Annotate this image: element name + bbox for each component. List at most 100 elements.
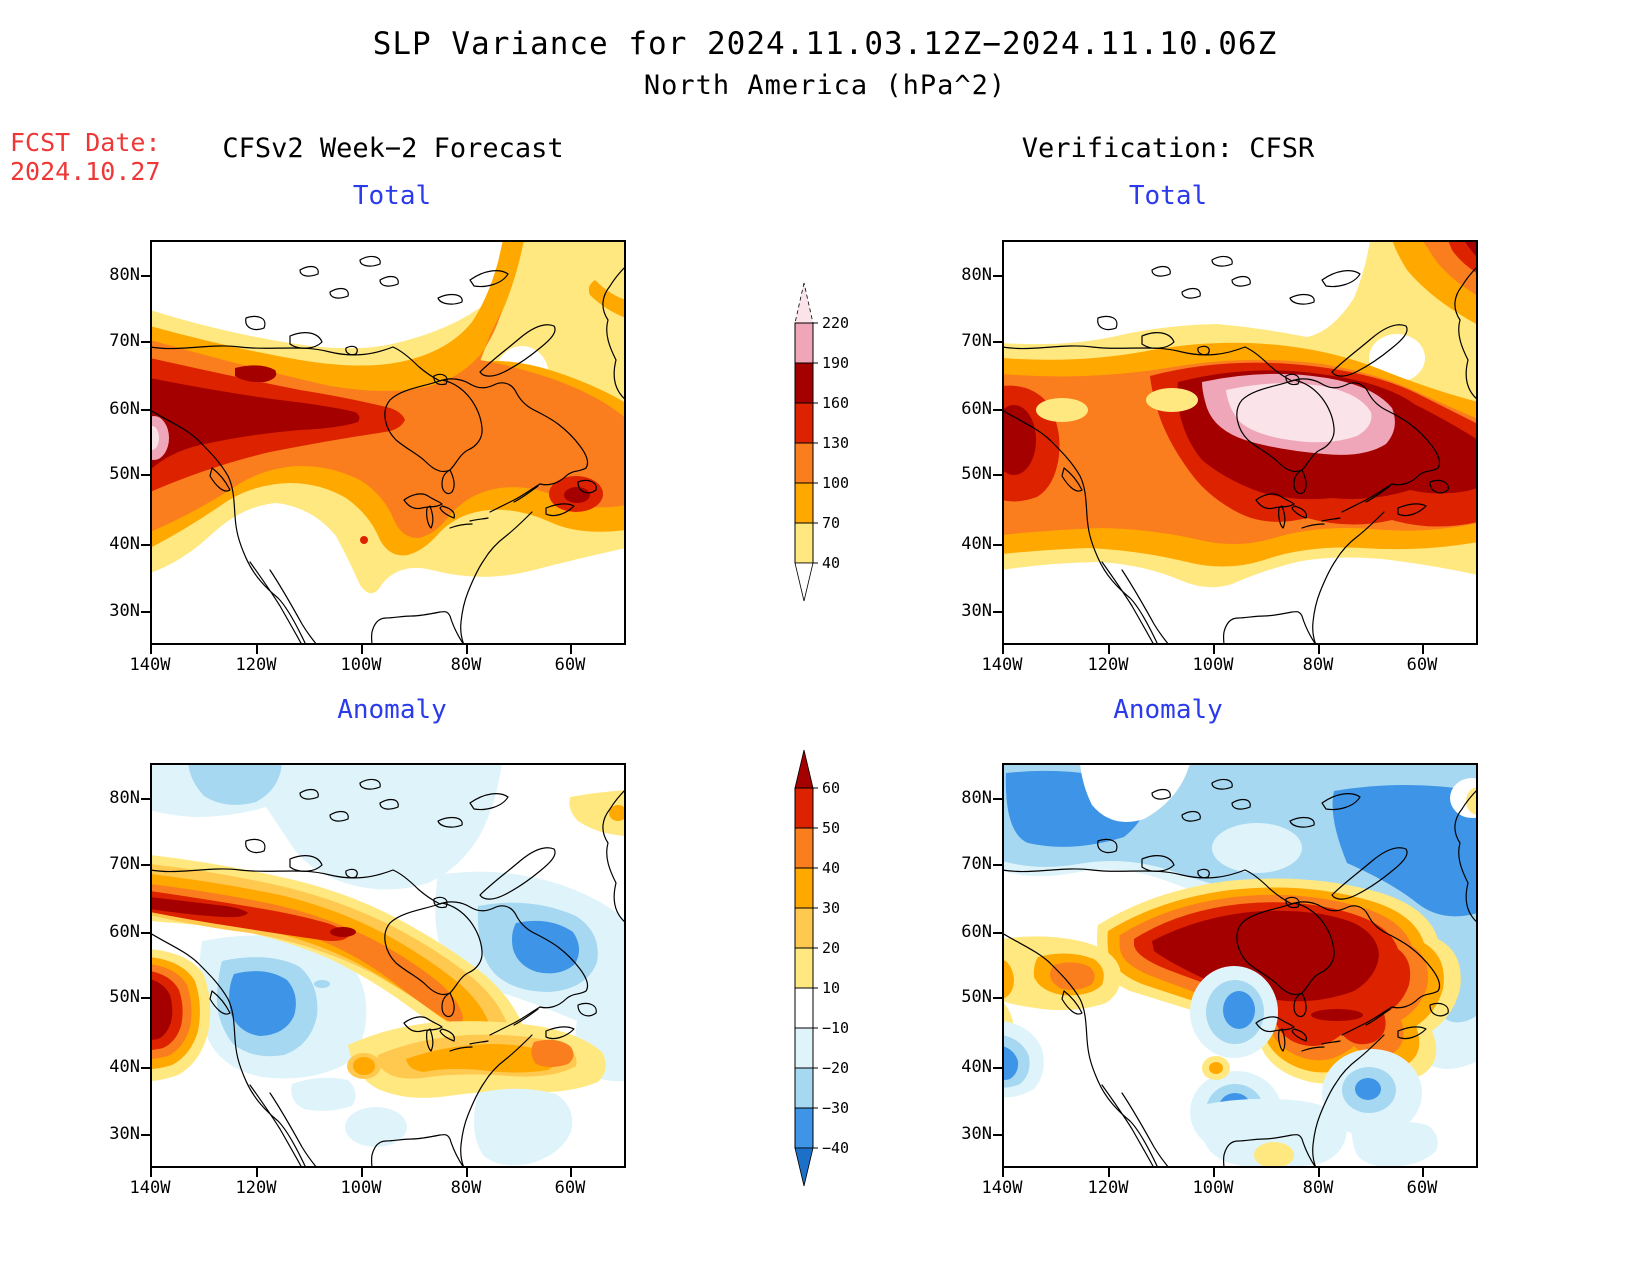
- forecast-date-value: 2024.10.27: [10, 157, 161, 186]
- lat-label: 30N: [109, 1124, 140, 1144]
- lat-tick: [141, 1067, 150, 1069]
- lon-label: 140W: [981, 655, 1023, 675]
- lon-label: 60W: [1406, 1178, 1438, 1198]
- panel-title-verification-total: Total: [1128, 181, 1208, 211]
- colorbar-label: −40: [822, 1139, 849, 1157]
- lon-tick: [466, 1168, 468, 1177]
- lat-tick: [993, 997, 1002, 999]
- panel-title-forecast-total: Total: [352, 181, 432, 211]
- map-verification-anomaly: 80N 70N 60N 50N 40N 30N 140W 120W 100W 8…: [961, 763, 1478, 1198]
- lon-label: 140W: [129, 1178, 171, 1198]
- lon-tick: [570, 1168, 572, 1177]
- contour-plot-verification-total: [1002, 240, 1478, 645]
- lon-tick: [1213, 1168, 1215, 1177]
- contour-plot-forecast-anomaly: [150, 763, 626, 1168]
- lon-label: 120W: [1087, 1178, 1129, 1198]
- colorbar-total: 220 190 160 130 100 70 40: [794, 282, 849, 602]
- lon-label: 80W: [450, 655, 482, 675]
- lat-label: 30N: [961, 601, 992, 621]
- contour-plot-forecast-total: [150, 240, 626, 645]
- lat-label: 50N: [961, 464, 992, 484]
- figure-subtitle: North America (hPa^2): [643, 70, 1007, 101]
- colorbar-anomaly: 60 50 40 30 20 10 −10 −20 −30 −40: [794, 749, 849, 1187]
- colorbar-label: 20: [822, 939, 840, 957]
- lon-tick: [1318, 1168, 1320, 1177]
- lat-label: 40N: [961, 534, 992, 554]
- lat-label: 70N: [109, 331, 140, 351]
- lon-tick: [361, 645, 363, 654]
- colorbar-label: 10: [822, 979, 840, 997]
- lat-tick: [993, 1067, 1002, 1069]
- lon-tick: [466, 645, 468, 654]
- lat-tick: [141, 341, 150, 343]
- colorbar-segment: [795, 443, 813, 483]
- lon-tick: [1422, 1168, 1424, 1177]
- lat-label: 60N: [961, 922, 992, 942]
- lat-tick: [141, 409, 150, 411]
- colorbar-label: −10: [822, 1019, 849, 1037]
- colorbar-label: 220: [822, 314, 849, 332]
- lat-tick: [993, 1134, 1002, 1136]
- lat-tick: [141, 1134, 150, 1136]
- lon-label: 140W: [981, 1178, 1023, 1198]
- lat-label: 70N: [109, 854, 140, 874]
- colorbar-arrow-up: [794, 282, 814, 324]
- figure-title: SLP Variance for 2024.11.03.12Z−2024.11.…: [372, 26, 1278, 62]
- lat-label: 70N: [961, 331, 992, 351]
- colorbar-label: 50: [822, 819, 840, 837]
- lon-tick: [570, 645, 572, 654]
- lon-label: 100W: [1192, 655, 1234, 675]
- colorbar-segment: [795, 788, 813, 828]
- colorbar-label: 40: [822, 554, 840, 572]
- lon-tick: [256, 645, 258, 654]
- colorbar-segment: [795, 483, 813, 523]
- lon-tick: [1318, 645, 1320, 654]
- colorbar-label: 190: [822, 354, 849, 372]
- lat-tick: [993, 798, 1002, 800]
- colorbar-segment: [795, 1068, 813, 1108]
- lon-tick: [1108, 645, 1110, 654]
- colorbar-label: 160: [822, 394, 849, 412]
- colorbar-ticks: [795, 322, 818, 564]
- lon-tick: [150, 645, 152, 654]
- forecast-date-label: FCST Date:: [10, 128, 161, 157]
- lat-label: 40N: [109, 1057, 140, 1077]
- lat-tick: [993, 611, 1002, 613]
- lon-label: 120W: [1087, 655, 1129, 675]
- lat-tick: [141, 611, 150, 613]
- colorbar-segment: [795, 323, 813, 363]
- lat-tick: [993, 932, 1002, 934]
- lat-label: 50N: [109, 987, 140, 1007]
- map-forecast-anomaly: 80N 70N 60N 50N 40N 30N 140W 120W 100W 8…: [109, 763, 626, 1198]
- lat-tick: [993, 341, 1002, 343]
- lat-label: 80N: [109, 265, 140, 285]
- lon-label: 120W: [235, 655, 277, 675]
- colorbar-segment: [795, 363, 813, 403]
- colorbar-arrow-up: [794, 749, 814, 789]
- lat-label: 60N: [961, 399, 992, 419]
- colorbar-label: 100: [822, 474, 849, 492]
- lat-label: 80N: [109, 788, 140, 808]
- colorbar-segment: [795, 828, 813, 868]
- colorbar-segment: [795, 868, 813, 908]
- lat-tick: [141, 932, 150, 934]
- colorbar-label: 130: [822, 434, 849, 452]
- lon-tick: [361, 1168, 363, 1177]
- lat-label: 80N: [961, 265, 992, 285]
- lat-tick: [141, 275, 150, 277]
- lat-tick: [993, 474, 1002, 476]
- lon-label: 80W: [1302, 1178, 1334, 1198]
- colorbar-segment: [795, 1108, 813, 1148]
- lon-tick: [1108, 1168, 1110, 1177]
- colorbar-label: −20: [822, 1059, 849, 1077]
- lat-tick: [141, 544, 150, 546]
- column-header-verification: Verification: CFSR: [1021, 133, 1315, 164]
- lon-label: 140W: [129, 655, 171, 675]
- colorbar-segment: [795, 523, 813, 563]
- colorbar-segment: [795, 948, 813, 988]
- lon-tick: [1422, 645, 1424, 654]
- column-header-forecast: CFSv2 Week−2 Forecast: [222, 133, 564, 164]
- lon-label: 60W: [1406, 655, 1438, 675]
- lat-label: 30N: [961, 1124, 992, 1144]
- lat-label: 50N: [109, 464, 140, 484]
